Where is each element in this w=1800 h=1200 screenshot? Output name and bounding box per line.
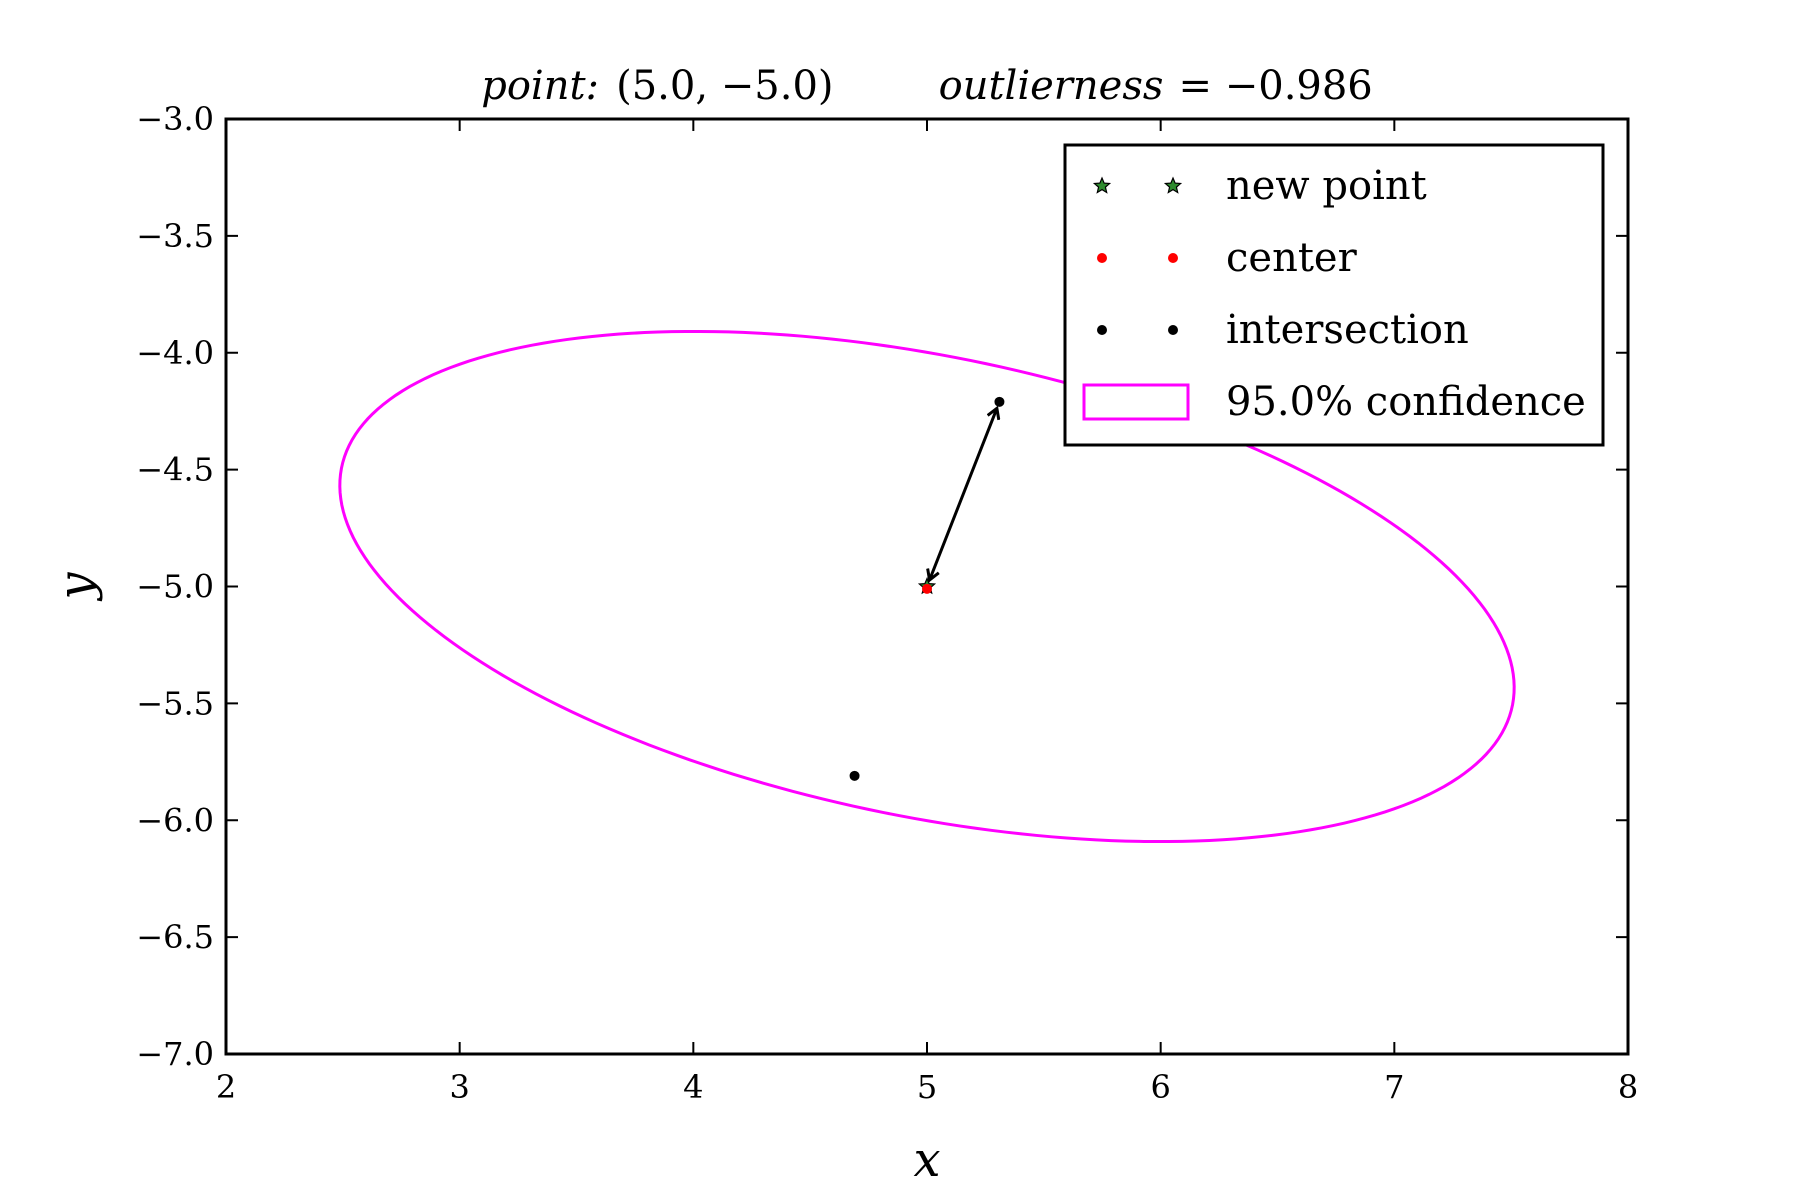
title-point-value: (5.0, −5.0) [616, 63, 833, 109]
x-tick-label: 4 [683, 1068, 703, 1106]
legend: new point center intersection 95.0% confide… [1063, 143, 1605, 447]
y-tick-label: −3.0 [136, 100, 214, 138]
y-tick-label: −5.0 [136, 568, 214, 606]
title-outlierness-value: = −0.986 [1179, 63, 1373, 109]
legend-entry-95-0-confidence: 95.0% confidence [1082, 379, 1586, 425]
y-tick-label: −4.5 [136, 451, 214, 489]
y-tick-label: −5.5 [136, 684, 214, 722]
legend-label: intersection [1226, 307, 1469, 353]
x-axis-label: x [913, 1132, 940, 1188]
legend-swatch [1082, 383, 1190, 421]
title-outlierness-label: outlierness [939, 63, 1164, 109]
x-tick-label: 6 [1150, 1068, 1170, 1106]
legend-swatch [1163, 176, 1183, 194]
legend-label: new point [1226, 163, 1427, 209]
title-point-label: point: [481, 63, 599, 109]
intersection-marker [994, 396, 1005, 407]
tick-labels: 2 3 4 5 6 7 8 −3.0 −3.5 −4.0 −4.5 −5.0 −5.5 −6.0 −6.5 −… [136, 100, 1638, 1106]
data-marks [849, 396, 1005, 781]
y-axis-label: y [48, 572, 104, 602]
legend-swatch [1168, 325, 1178, 335]
intersection-marker [849, 770, 860, 781]
x-tick-label: 3 [449, 1068, 469, 1106]
legend-entry-center: center [1097, 235, 1358, 281]
y-tick-label: −4.0 [136, 334, 214, 372]
y-tick-label: −7.0 [136, 1035, 214, 1073]
chart-title: point: (5.0, −5.0) outlierness = −0.986 [481, 63, 1373, 109]
legend-swatch [1092, 176, 1112, 194]
x-tick-label: 8 [1618, 1068, 1638, 1106]
distance-arrow [930, 409, 997, 579]
legend-swatch [1097, 325, 1107, 335]
x-tick-label: 2 [216, 1068, 236, 1106]
legend-swatch [1168, 253, 1178, 263]
x-tick-label: 5 [917, 1068, 937, 1106]
y-tick-label: −6.0 [136, 801, 214, 839]
center-marker [922, 583, 932, 594]
plot-area-frame [224, 117, 1630, 1056]
legend-label: center [1226, 235, 1358, 281]
y-tick-label: −3.5 [136, 217, 214, 255]
legend-box [1063, 143, 1605, 447]
legend-swatch [1097, 253, 1107, 263]
legend-entry-new-point: new point [1092, 163, 1427, 209]
legend-entries: new point center intersection 95.0% confide… [1082, 163, 1586, 425]
y-tick-label: −6.5 [136, 918, 214, 956]
x-tick-label: 7 [1384, 1068, 1404, 1106]
legend-entry-intersection: intersection [1097, 307, 1469, 353]
legend-label: 95.0% confidence [1226, 379, 1586, 425]
